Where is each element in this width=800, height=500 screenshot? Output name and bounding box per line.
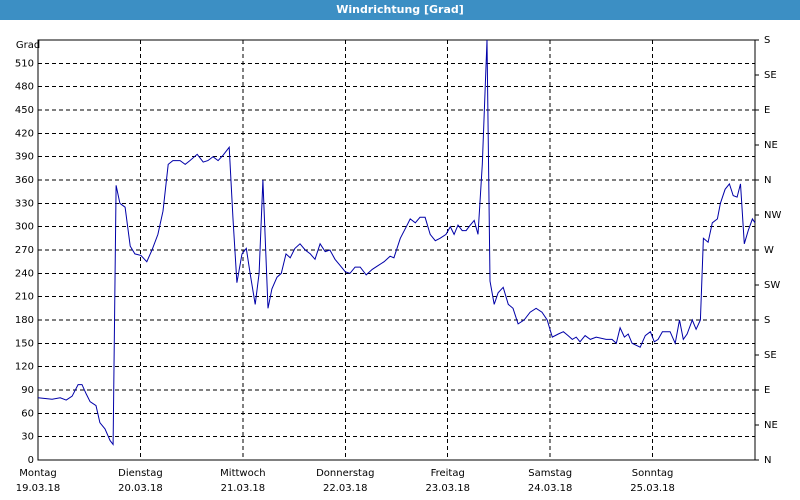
x-tick-label: Samstag	[528, 468, 572, 479]
title-bar: Windrichtung [Grad]	[0, 0, 800, 20]
y-tick-label: 240	[15, 268, 34, 279]
y-tick-label: 120	[15, 362, 34, 373]
x-tick-label: Donnerstag	[316, 468, 374, 479]
y-tick-label: 210	[15, 292, 34, 303]
y-tick-label: 330	[15, 198, 34, 209]
x-tick-label: Freitag	[431, 468, 465, 479]
plot-border	[37, 39, 756, 461]
y-tick-label: 60	[21, 408, 34, 419]
y-axis-label: Grad	[16, 40, 40, 51]
y2-tick-label: NE	[764, 420, 778, 431]
y-tick-label: 360	[15, 175, 34, 186]
x-tick-date: 23.03.18	[425, 483, 470, 494]
x-tick-date: 21.03.18	[221, 483, 266, 494]
y-tick-label: 180	[15, 315, 34, 326]
y2-tick-label: SE	[764, 350, 777, 361]
y2-tick-label: N	[764, 455, 771, 466]
y-tick-label: 300	[15, 222, 34, 233]
data-line	[37, 39, 756, 446]
x-tick-label: Sonntag	[632, 468, 674, 479]
y2-tick-label: S	[764, 35, 770, 46]
y-tick-label: 480	[15, 82, 34, 93]
x-tick-label: Montag	[19, 468, 56, 479]
y2-tick-label: NW	[764, 210, 781, 221]
x-tick-date: 24.03.18	[528, 483, 573, 494]
y-tick-label: 90	[21, 385, 34, 396]
x-tick-date: 22.03.18	[323, 483, 368, 494]
y-tick-label: 390	[15, 152, 34, 163]
y-tick-label: 30	[21, 432, 34, 443]
y-tick-label: 150	[15, 338, 34, 349]
y-tick-label: 450	[15, 105, 34, 116]
x-tick-label: Dienstag	[118, 468, 163, 479]
y2-tick-label: W	[764, 245, 774, 256]
y2-tick-label: S	[764, 315, 770, 326]
y2-tick-label: N	[764, 175, 771, 186]
y-tick-label: 0	[28, 455, 34, 466]
x-tick-date: 19.03.18	[16, 483, 61, 494]
y2-tick-label: E	[764, 385, 770, 396]
y2-tick-label: NE	[764, 140, 778, 151]
y2-tick-label: SE	[764, 70, 777, 81]
x-tick-label: Mittwoch	[220, 468, 265, 479]
x-tick-date: 20.03.18	[118, 483, 163, 494]
y-tick-label: 270	[15, 245, 34, 256]
y-tick-label: 420	[15, 128, 34, 139]
y-tick-label: 510	[15, 58, 34, 69]
y2-tick-label: E	[764, 105, 770, 116]
x-tick-date: 25.03.18	[630, 483, 675, 494]
y2-tick-label: SW	[764, 280, 780, 291]
